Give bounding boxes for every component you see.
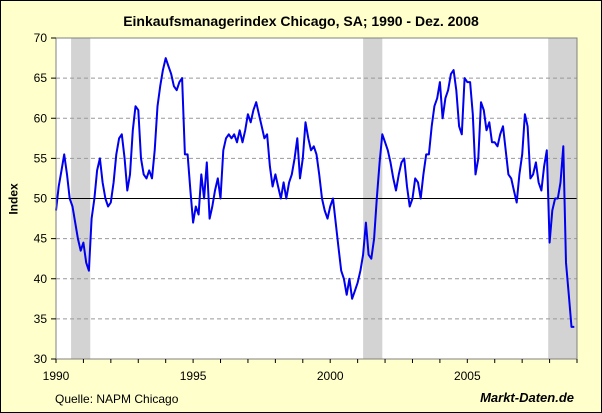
series-layer	[55, 57, 575, 328]
brand-logo: Markt-Daten.de	[480, 390, 574, 405]
y-tick-labels: 30 35 40 45 50 55 60 65 70	[34, 31, 56, 366]
chart-title: Einkaufsmanagerindex Chicago, SA; 1990 -…	[123, 13, 479, 29]
x-tick-label-2000: 2000	[317, 369, 344, 383]
y-tick-label-70: 70	[34, 31, 48, 45]
source-note: Quelle: NAPM Chicago	[55, 392, 179, 406]
y-tick-label-60: 60	[34, 111, 48, 125]
x-tick-label-1995: 1995	[180, 369, 207, 383]
y-tick-label-30: 30	[34, 352, 48, 366]
y-tick-label-50: 50	[34, 192, 48, 206]
y-tick-label-35: 35	[34, 312, 48, 326]
series-line-1	[55, 57, 575, 328]
y-tick-label-65: 65	[34, 71, 48, 85]
x-tick-label-1990: 1990	[43, 369, 70, 383]
y-tick-label-55: 55	[34, 151, 48, 165]
y-tick-label-40: 40	[34, 272, 48, 286]
x-tick-labels: 1990 1995 2000 2005	[43, 359, 578, 383]
x-tick-label-2005: 2005	[454, 369, 481, 383]
y-tick-label-45: 45	[34, 232, 48, 246]
